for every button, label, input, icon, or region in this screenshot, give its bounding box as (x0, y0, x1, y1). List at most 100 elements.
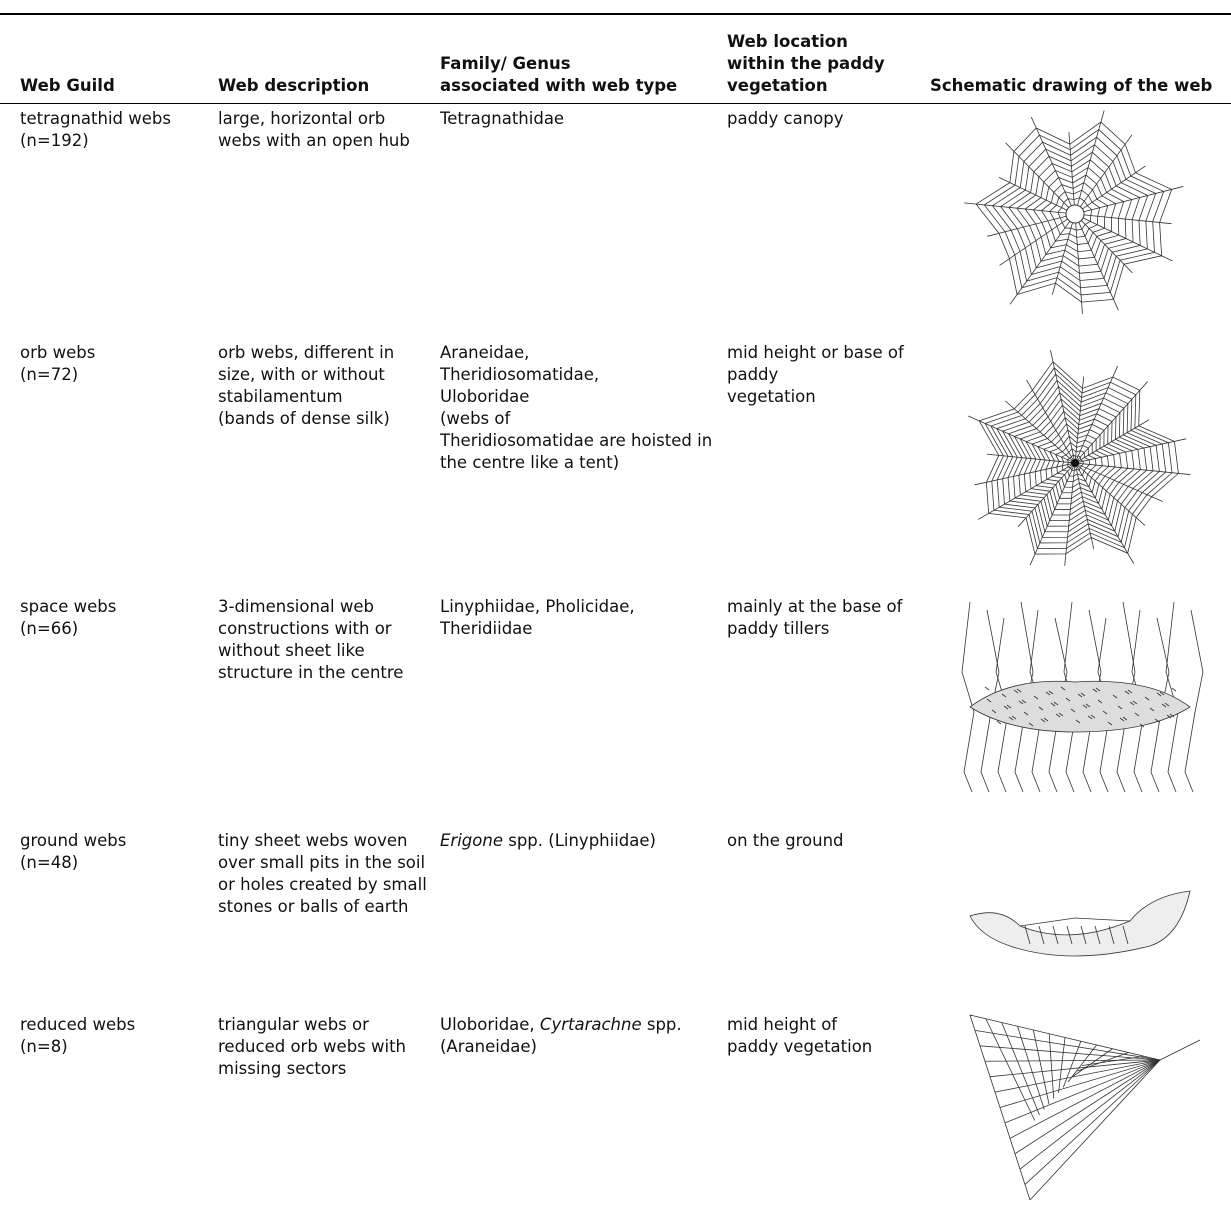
column-header: Web description (218, 13, 440, 104)
table-cell: Uloboridae, Cyrtarachne spp. (Araneidae) (440, 1010, 727, 1214)
web-spoke (1026, 379, 1075, 462)
web-thread (1122, 925, 1129, 945)
table-cell: ground webs (n=48) (20, 831, 127, 872)
web-hatch (1080, 692, 1086, 697)
web-spoke (1082, 217, 1173, 262)
web-spoke (974, 1030, 1161, 1061)
web-spoke (1030, 116, 1072, 206)
web-spoke (979, 1045, 1161, 1061)
web-ring (1077, 1052, 1129, 1072)
web-hatch (1112, 694, 1118, 699)
web-hatch (1085, 703, 1091, 708)
web-spoke (989, 1059, 1161, 1078)
web-spoke (984, 1059, 1161, 1062)
web-drawing (969, 1014, 1201, 1211)
column-header: Family/ Genus associated with web type (440, 13, 727, 104)
web-hatch (1122, 716, 1128, 721)
drawing-cell (930, 592, 1231, 826)
table-cell: on the ground (727, 831, 844, 850)
web-ring (1067, 1044, 1097, 1083)
text-run: spp. (Araneidae) (440, 1015, 682, 1056)
web-ring (1043, 429, 1110, 494)
web-ring (1066, 454, 1084, 471)
web-spoke (1078, 222, 1119, 311)
web-spoke (1083, 214, 1172, 225)
web-hatch (1011, 715, 1017, 720)
web-drawing (969, 890, 1191, 957)
web-hatch (1095, 687, 1101, 692)
web-guild-table: Web Guild Web description Family/ Genus as… (0, 13, 1231, 1214)
web-hatch (1060, 686, 1066, 691)
web-hatch (1006, 704, 1012, 709)
web-hatch (991, 709, 997, 714)
table-cell: Tetragnathidae (440, 109, 565, 128)
column-header: Schematic drawing of the web (930, 13, 1231, 104)
web-thread (1038, 925, 1045, 945)
web-hatch (1033, 695, 1039, 700)
web-hatch (1092, 688, 1098, 693)
web-thread (1184, 609, 1204, 793)
web-drawing (964, 110, 1184, 315)
web-ring (991, 136, 1157, 289)
web-ring (1017, 1026, 1045, 1110)
table-body: tetragnathid webs (n=192) large, horizont… (0, 104, 1231, 1215)
table-cell: mid height or base of paddy vegetation (727, 343, 904, 406)
web-ring (1072, 1048, 1113, 1077)
web-sheet (969, 680, 1191, 733)
table-cell: paddy canopy (727, 109, 844, 128)
web-hatch (1171, 687, 1177, 692)
web-spoke (1082, 165, 1146, 210)
text-run: Erigone (440, 831, 503, 850)
web-hatch (1050, 702, 1056, 707)
web-hatch (1065, 697, 1071, 702)
web-thread (1066, 925, 1073, 945)
web-ring (1040, 182, 1109, 245)
web-spoke (1051, 222, 1073, 295)
web-ring (984, 367, 1173, 549)
web-ring (1007, 392, 1148, 527)
web-frame (969, 1014, 1161, 1201)
web-hatch (1048, 690, 1054, 695)
drawing-cell (930, 338, 1231, 592)
web-hatch (1090, 714, 1096, 719)
web-thread (1094, 925, 1101, 945)
web-ring (1037, 423, 1116, 499)
table-row: tetragnathid webs (n=192) large, horizont… (0, 104, 1231, 339)
web-hatch (1087, 715, 1093, 720)
web-hatch (1119, 717, 1125, 722)
web-hatch (1043, 717, 1049, 722)
web-hatch (1117, 705, 1123, 710)
web-spoke (1075, 222, 1083, 315)
web-hatch (1156, 692, 1162, 697)
web-ring (1049, 189, 1101, 238)
web-drawing (968, 349, 1191, 566)
web-hatch (1045, 691, 1051, 696)
web-hatch (1154, 718, 1160, 723)
web-hub (1071, 459, 1079, 467)
web-thread (1052, 925, 1059, 945)
web-spoke (1079, 134, 1133, 207)
web-hatch (1164, 702, 1170, 707)
web-ring (1082, 1055, 1145, 1066)
table-cell: tiny sheet webs woven over small pits in… (218, 831, 427, 916)
web-ring (996, 379, 1160, 538)
web-hatch (1129, 701, 1135, 706)
web-hatch (1144, 696, 1150, 701)
web-ring (1062, 1041, 1082, 1088)
text-run: Uloboridae, (440, 1015, 540, 1034)
web-hatch (986, 698, 992, 703)
drawing-cell (930, 826, 1231, 1010)
text-run: Cyrtarachne (539, 1015, 642, 1034)
web-hatch (1149, 707, 1155, 712)
web-ring (983, 129, 1165, 296)
web-hatch (1028, 722, 1034, 727)
column-header: Web location within the paddy vegetation (727, 13, 930, 104)
web-drawing (961, 601, 1204, 793)
web-spoke (994, 1059, 1161, 1093)
web-hatch (1134, 712, 1140, 717)
web-hatch (1021, 699, 1027, 704)
web-spoke (999, 1059, 1161, 1108)
web-ring (1031, 416, 1122, 505)
table-cell: triangular webs or reduced orb webs with… (218, 1015, 407, 1078)
table-cell: large, horizontal orb webs with an open … (218, 109, 410, 150)
